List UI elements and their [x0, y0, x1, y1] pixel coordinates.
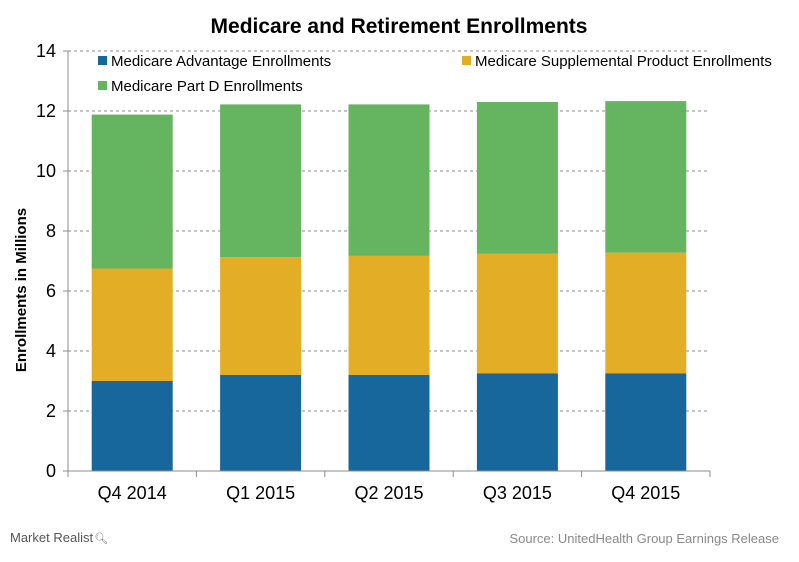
gridlines — [68, 50, 710, 412]
x-tick-label: Q4 2015 — [611, 483, 680, 503]
x-tick-label: Q2 2015 — [354, 483, 423, 503]
legend-swatch — [98, 81, 107, 90]
y-tick-label: 6 — [46, 281, 56, 301]
legend-label: Medicare Part D Enrollments — [111, 78, 303, 95]
bar-segment-2 — [476, 253, 558, 374]
bar-segment-3 — [605, 101, 687, 253]
y-tick-label: 8 — [46, 221, 56, 241]
y-tick-label: 4 — [46, 341, 56, 361]
source-note: Source: UnitedHealth Group Earnings Rele… — [509, 531, 779, 546]
legend-swatch — [462, 56, 471, 65]
legend: Medicare Advantage Enrollments Medicare S… — [98, 53, 772, 95]
bar-segment-1 — [476, 373, 558, 471]
x-tick-label: Q1 2015 — [226, 483, 295, 503]
bar-segment-1 — [91, 381, 173, 471]
y-tick-label: 0 — [46, 461, 56, 481]
y-tick-label: 10 — [36, 161, 56, 181]
bar-segment-3 — [476, 102, 558, 254]
x-tick-label: Q4 2014 — [98, 483, 167, 503]
chart-title: Medicare and Retirement Enrollments — [211, 15, 588, 38]
bar-segment-2 — [91, 268, 173, 381]
legend-label: Medicare Supplemental Product Enrollment… — [475, 53, 772, 70]
bar-segment-1 — [605, 373, 687, 471]
bars — [91, 101, 687, 471]
bar-segment-2 — [220, 257, 302, 375]
y-tick-label: 2 — [46, 401, 56, 421]
brand-name: Market Realist — [10, 530, 94, 545]
x-tick-label: Q3 2015 — [483, 483, 552, 503]
legend-swatch — [98, 56, 107, 65]
bar-segment-1 — [220, 375, 302, 471]
legend-label: Medicare Advantage Enrollments — [111, 53, 331, 70]
bar-segment-3 — [91, 114, 173, 269]
bar-segment-2 — [348, 255, 430, 375]
brand-logo: Market Realist🔍︎ — [10, 530, 108, 545]
y-axis-label: Enrollments in Millions — [13, 208, 30, 372]
magnifier-icon: 🔍︎ — [94, 533, 109, 545]
axes: 0 2 4 6 8 10 12 14 Q4 2014 Q1 2015 Q2 2015 Q3 2015 Q… — [36, 41, 711, 503]
bar-segment-3 — [220, 104, 302, 258]
bar-segment-3 — [348, 104, 430, 256]
y-tick-label: 12 — [36, 101, 56, 121]
bar-segment-2 — [605, 252, 687, 374]
bar-segment-1 — [348, 375, 430, 471]
y-tick-label: 14 — [36, 41, 56, 61]
